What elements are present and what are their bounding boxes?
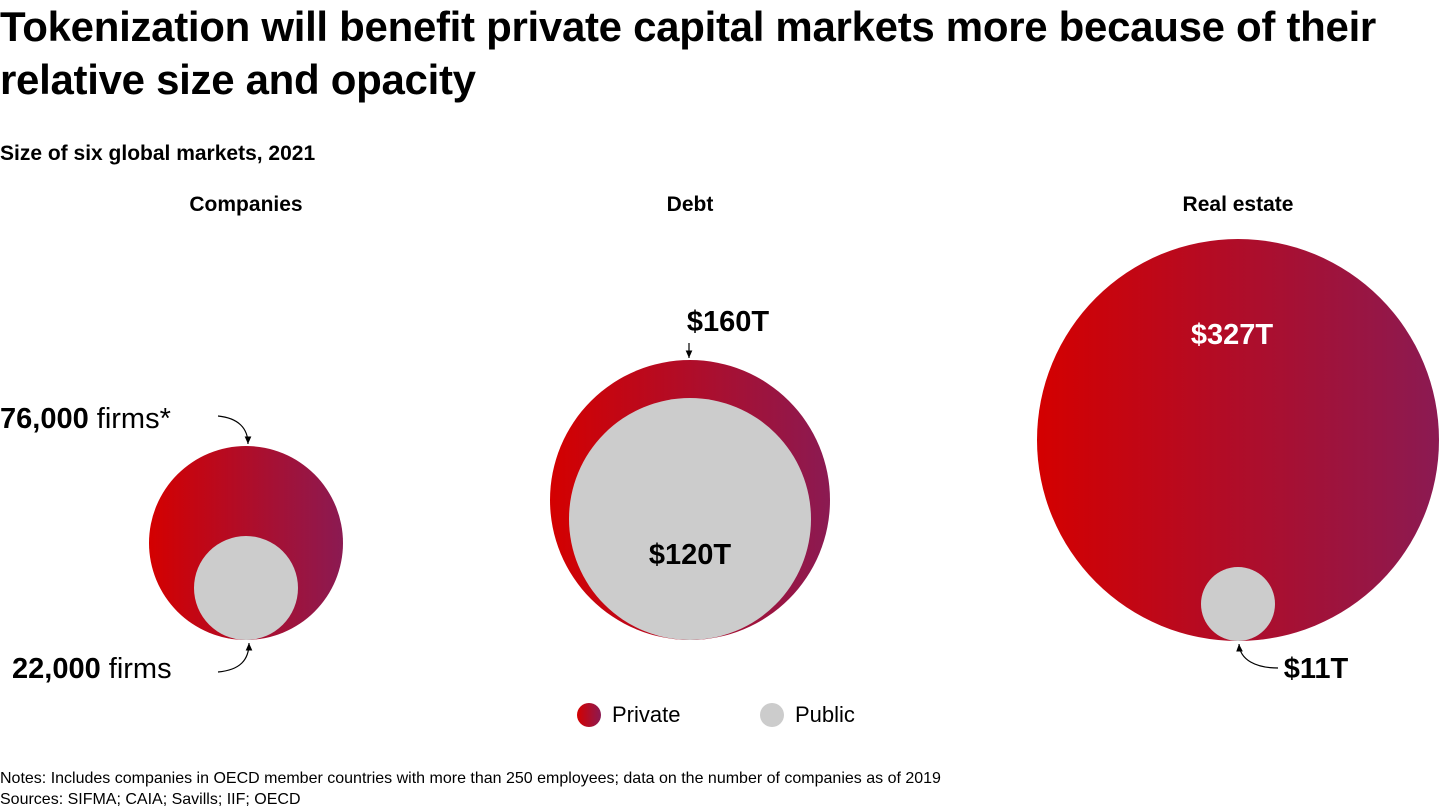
chart-title: Tokenization will benefit private capita… [0, 3, 1376, 103]
category-label-real-estate: Real estate [1183, 193, 1294, 216]
bubble-companies-public [194, 536, 298, 640]
category-label-debt: Debt [667, 193, 714, 216]
data-label-debt-private: $160T [687, 306, 770, 338]
data-label-real-estate-public: $11T [1284, 653, 1349, 685]
data-label-real-estate-private: $327T [1191, 319, 1274, 351]
legend-label-private: Private [612, 702, 680, 727]
footnotes: Notes: Includes companies in OECD member… [0, 768, 941, 810]
data-label-debt-public: $120T [649, 539, 732, 571]
legend-swatch-private [577, 703, 601, 727]
category-label-companies: Companies [189, 193, 302, 216]
data-label-companies-private: 76,000 firms* [0, 403, 171, 435]
data-label-companies-public: 22,000 firms [12, 653, 172, 685]
arrow-companies-private [217, 415, 252, 445]
legend: Private Public [577, 702, 855, 727]
bubble-debt-public [569, 398, 811, 640]
sources-line: Sources: SIFMA; CAIA; Savills; IIF; OECD [0, 791, 301, 808]
arrow-companies-public [217, 642, 253, 673]
legend-swatch-public [760, 703, 784, 727]
bubble-chart: Companies Debt Real estate 76,000 firms*… [0, 193, 1439, 727]
chart-subtitle: Size of six global markets, 2021 [0, 142, 316, 165]
notes-line: Notes: Includes companies in OECD member… [0, 770, 941, 787]
arrow-real-estate-public [1236, 643, 1279, 669]
legend-label-public: Public [795, 702, 855, 727]
bubble-real-estate-public [1201, 567, 1275, 641]
bubble-real-estate-private [1037, 239, 1439, 641]
